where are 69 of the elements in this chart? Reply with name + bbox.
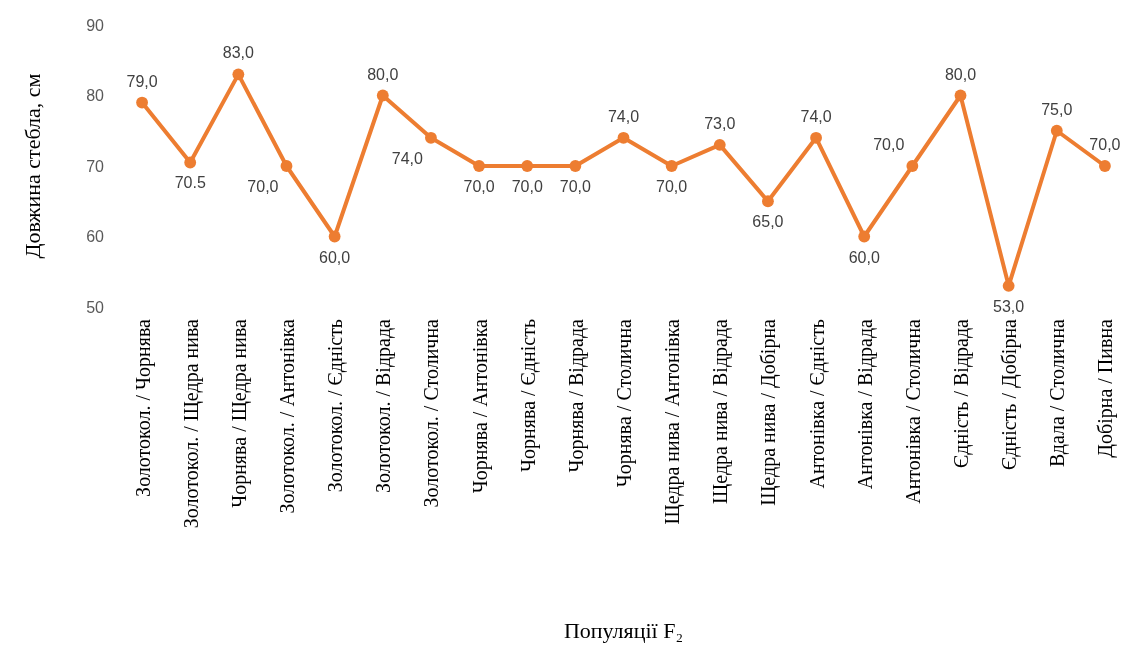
point xyxy=(184,156,197,169)
point xyxy=(906,160,919,172)
data-label: 70,0 xyxy=(463,178,495,195)
point xyxy=(569,160,582,172)
x-tick-label: Єдність / Добірна xyxy=(998,318,1022,470)
y-tick-label: 60 xyxy=(86,228,105,246)
data-label: 70.5 xyxy=(174,174,206,192)
x-tick-label: Чорнява / Антонівка xyxy=(468,318,492,494)
x-tick-label: Золотокол. / Єдність xyxy=(324,319,348,493)
data-label: 53,0 xyxy=(993,297,1025,315)
x-tick-label: Чорнява / Відрада xyxy=(564,318,588,473)
point xyxy=(232,68,245,81)
x-tick-label: Добірна / Пивна xyxy=(1094,318,1118,458)
data-label: 74,0 xyxy=(607,107,640,125)
data-label: 65,0 xyxy=(752,213,784,231)
point xyxy=(954,89,967,102)
data-label: 75,0 xyxy=(1041,100,1073,118)
data-label: 70,0 xyxy=(873,136,905,153)
point xyxy=(280,160,293,172)
y-axis-title: Довжина стебла, см xyxy=(20,73,45,259)
x-tick-label: Золотокол. / Відрада xyxy=(372,318,396,493)
x-tick-label: Золотокол. / Антонівка xyxy=(276,318,298,514)
data-label: 79,0 xyxy=(126,72,158,90)
x-tick-label: Чорнява / Столична xyxy=(613,318,636,488)
point xyxy=(858,230,871,243)
x-tick-label: Золотокол. / Столична xyxy=(420,318,443,508)
x-tick-label: Чорнява / Єдність xyxy=(516,319,540,472)
point xyxy=(521,160,534,172)
x-tick-label: Щедра нива / Добірна xyxy=(757,318,781,506)
point xyxy=(810,131,822,144)
x-tick-label: Золотокол. / Чорнява xyxy=(131,318,155,497)
data-label: 80,0 xyxy=(367,65,399,83)
data-label: 70,0 xyxy=(511,178,543,195)
point xyxy=(1050,124,1063,137)
point xyxy=(665,160,678,172)
x-tick-label: Єдність / Відрада xyxy=(950,318,973,468)
data-label: 80,0 xyxy=(944,65,977,83)
x-tick-label: Золотокол. / Щедра нива xyxy=(179,318,203,529)
y-tick-label: 70 xyxy=(86,157,105,175)
data-label: 74,0 xyxy=(391,149,424,167)
x-tick-label: Щедра нива / Антонівка xyxy=(661,318,685,525)
x-tick-label: Антонівка / Відрада xyxy=(853,318,877,490)
point xyxy=(713,138,726,151)
data-label: 70,0 xyxy=(656,178,688,195)
data-label: 70,0 xyxy=(559,178,592,195)
point xyxy=(617,131,630,144)
point xyxy=(328,230,341,243)
x-tick-label: Антонівка / Єдність xyxy=(805,319,829,489)
point xyxy=(136,96,148,109)
y-tick-label: 90 xyxy=(86,16,105,34)
data-label: 60,0 xyxy=(319,248,351,266)
data-label: 70,0 xyxy=(1089,136,1121,153)
point xyxy=(1099,160,1111,172)
x-tick-label: Чорнява / Щедра нива xyxy=(227,318,251,508)
y-tick-label: 80 xyxy=(86,87,105,105)
data-label: 83,0 xyxy=(222,44,255,62)
point xyxy=(376,89,389,102)
data-label: 73,0 xyxy=(704,114,736,132)
data-label: 74,0 xyxy=(800,107,832,125)
y-tick-label: 50 xyxy=(86,298,105,316)
x-tick-label: Вдала / Столична xyxy=(1046,318,1070,468)
point xyxy=(762,195,774,208)
x-tick-label: Щедра нива / Відрада xyxy=(709,318,733,504)
x-tick-label: Антонівка / Столична xyxy=(901,318,924,504)
data-label: 70,0 xyxy=(247,178,279,195)
x-axis-title: Популяції F₂ xyxy=(563,618,684,643)
data-label: 60,0 xyxy=(848,248,880,266)
point xyxy=(473,160,485,172)
point xyxy=(425,131,437,144)
